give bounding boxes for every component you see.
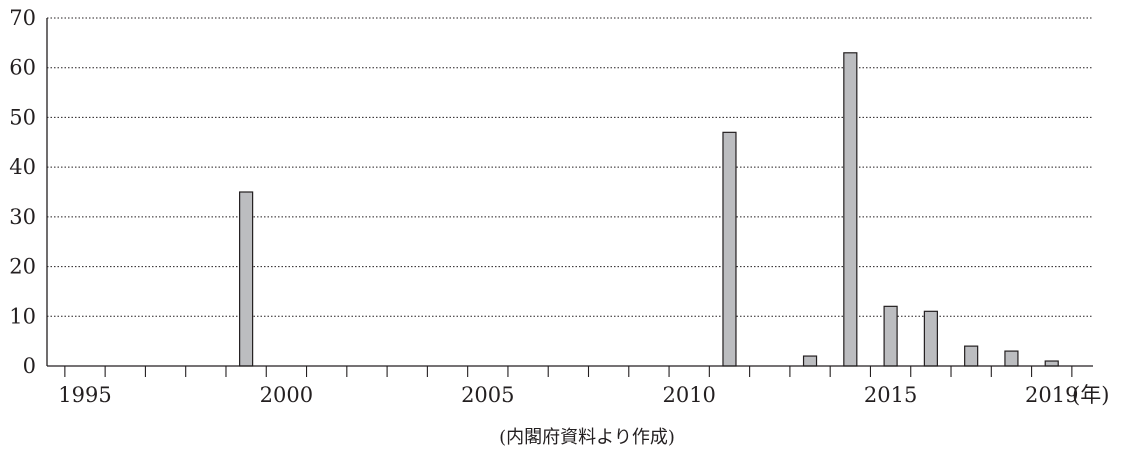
gridlines xyxy=(47,17,1093,317)
x-tick-label-2019: 2019 xyxy=(1025,383,1078,407)
y-tick-label-50: 50 xyxy=(9,105,36,129)
bar-2016 xyxy=(923,310,938,367)
x-tick-label-2005: 2005 xyxy=(461,383,514,407)
bar-2011 xyxy=(722,131,737,367)
x-tick-labels: 1995 2000 2005 2010 2015 2019 xyxy=(58,383,1078,407)
bar-2017 xyxy=(964,345,979,367)
x-tick-label-2015: 2015 xyxy=(864,383,917,407)
x-tick-label-2010: 2010 xyxy=(662,383,715,407)
bar-2018 xyxy=(1004,350,1019,367)
bar-2014 xyxy=(843,52,858,367)
bar-2015 xyxy=(883,305,898,367)
bars xyxy=(239,52,1059,367)
x-axis-unit-label: (年) xyxy=(1072,383,1109,407)
y-tick-label-40: 40 xyxy=(9,155,36,179)
x-tick-label-1995: 1995 xyxy=(58,383,111,407)
bar-1999 xyxy=(239,191,254,367)
y-tick-label-10: 10 xyxy=(9,304,36,328)
y-tick-label-30: 30 xyxy=(9,205,36,229)
bar-2019 xyxy=(1044,360,1059,367)
bar-2013 xyxy=(802,355,818,367)
source-note: (内閣府資料より作成) xyxy=(499,427,675,448)
axes xyxy=(46,18,1093,377)
y-tick-label-60: 60 xyxy=(9,56,36,80)
y-tick-label-0: 0 xyxy=(23,354,36,378)
y-tick-labels: 0 10 20 30 40 50 60 70 xyxy=(9,6,36,378)
x-tick-label-2000: 2000 xyxy=(260,383,313,407)
y-tick-label-20: 20 xyxy=(9,255,36,279)
y-tick-label-70: 70 xyxy=(9,6,36,30)
